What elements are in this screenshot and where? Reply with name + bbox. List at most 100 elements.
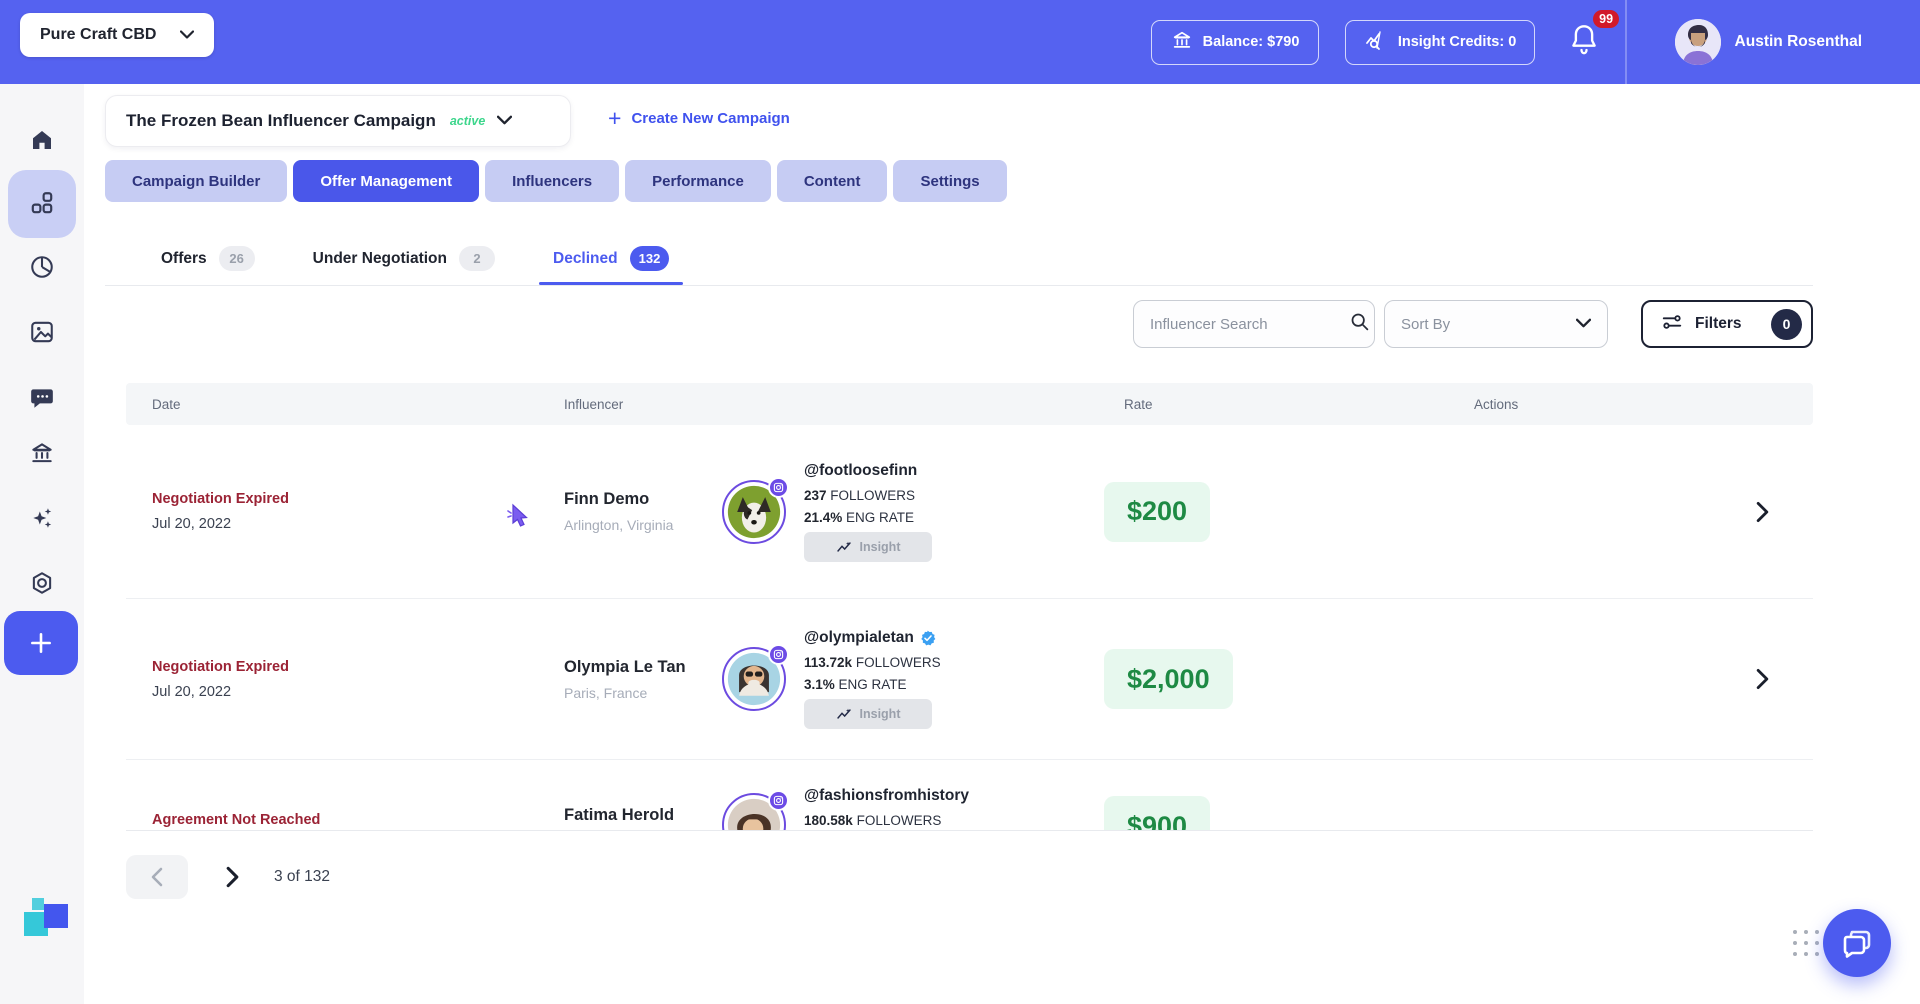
table-rows: Negotiation Expired Jul 20, 2022 Finn De… <box>126 425 1813 831</box>
offer-subtabs: Offers 26 Under Negotiation 2 Declined 1… <box>105 230 1813 286</box>
influencer-name: Olympia Le Tan <box>564 657 686 676</box>
eng-rate-label: ENG RATE <box>846 509 915 525</box>
tab-offer-management[interactable]: Offer Management <box>293 160 480 202</box>
pagination-next-button[interactable] <box>212 855 252 899</box>
create-new-campaign-button[interactable]: + Create New Campaign <box>608 105 790 131</box>
rate-cell: $2,000 <box>1098 649 1448 709</box>
followers-label: FOLLOWERS <box>830 487 916 503</box>
sidebar-item-media[interactable] <box>22 312 62 352</box>
pagination: 3 of 132 <box>126 855 330 899</box>
insight-button-label: Insight <box>859 539 901 554</box>
instagram-icon <box>768 476 789 498</box>
date-cell: Negotiation Expired Jul 20, 2022 <box>126 659 538 700</box>
sidebar <box>0 84 84 1004</box>
tab-performance[interactable]: Performance <box>625 160 771 202</box>
home-icon <box>33 131 51 149</box>
row-chevron-icon[interactable] <box>1756 501 1769 523</box>
tab-influencers[interactable]: Influencers <box>485 160 620 202</box>
followers-count: 180.58k <box>804 813 853 828</box>
instagram-icon <box>768 644 789 665</box>
drag-handle-dots[interactable] <box>1793 930 1819 956</box>
search-input[interactable] <box>1150 315 1349 333</box>
tab-campaign-builder[interactable]: Campaign Builder <box>105 160 288 202</box>
insight-sparkline-icon <box>836 708 851 719</box>
pagination-prev-button[interactable] <box>126 855 188 899</box>
plus-icon <box>31 633 51 653</box>
subtab-declined-count: 132 <box>629 246 670 271</box>
influencer-name: Fatima Herold <box>564 806 675 824</box>
chevron-left-icon <box>151 867 163 887</box>
avatar <box>722 644 789 711</box>
insight-credits-button[interactable]: Insight Credits: 0 <box>1345 19 1536 65</box>
offers-table: Date Influencer Rate Actions Negotiation… <box>126 383 1813 831</box>
influencer-search <box>1133 300 1375 348</box>
sidebar-item-ai[interactable] <box>22 498 62 538</box>
avatar <box>722 476 789 544</box>
filters-label: Filters <box>1695 315 1742 332</box>
balance-label: Balance: $790 <box>1202 34 1300 50</box>
sidebar-item-analytics[interactable] <box>22 247 62 287</box>
tab-content[interactable]: Content <box>776 160 888 202</box>
sidebar-item-campaigns[interactable] <box>22 183 62 223</box>
rate-amount: $900 <box>1104 796 1211 830</box>
dashboard-icon <box>31 192 53 214</box>
subtab-declined[interactable]: Declined 132 <box>538 230 684 285</box>
logo-square-teal-small <box>32 898 44 910</box>
subtab-declined-label: Declined <box>553 249 618 267</box>
actions-cell <box>1448 501 1813 523</box>
subtab-offers[interactable]: Offers 26 <box>161 230 255 285</box>
chevron-right-icon <box>226 866 238 888</box>
sidebar-active-highlight <box>8 170 76 238</box>
chevron-down-icon <box>180 26 195 44</box>
table-row[interactable]: Agreement Not Reached Fatima Herold <box>126 760 1813 830</box>
rate-amount: $200 <box>1104 481 1211 542</box>
engagement-stat: 3.1% ENG RATE <box>804 677 941 692</box>
insight-button[interactable]: Insight <box>804 699 932 729</box>
sidebar-item-home[interactable] <box>22 120 62 160</box>
notification-count-badge: 99 <box>1593 10 1620 28</box>
column-actions: Actions <box>1474 396 1519 412</box>
influencer-cell: Olympia Le Tan Paris, France @olymp <box>538 629 1098 729</box>
table-row[interactable]: Negotiation Expired Jul 20, 2022 Olympia… <box>126 599 1813 760</box>
bank-icon <box>32 443 52 463</box>
table-header: Date Influencer Rate Actions <box>126 383 1813 425</box>
verified-badge-icon <box>921 630 936 646</box>
user-avatar[interactable] <box>1674 19 1721 65</box>
eng-rate-value: 21.4% <box>804 509 843 525</box>
topbar: Pure Craft CBD Balance: $790 Insight Cre… <box>0 0 1920 84</box>
offer-status: Negotiation Expired <box>152 658 289 675</box>
bank-icon <box>1171 29 1193 55</box>
create-button[interactable] <box>4 611 78 675</box>
offer-date: Jul 20, 2022 <box>152 516 232 532</box>
balance-button[interactable]: Balance: $790 <box>1151 19 1320 65</box>
chat-widget-button[interactable] <box>1823 909 1891 977</box>
insight-sparkline-icon <box>836 541 851 552</box>
subtab-under-negotiation[interactable]: Under Negotiation 2 <box>313 230 495 285</box>
chevron-down-icon <box>1575 315 1592 333</box>
plus-icon: + <box>608 105 622 131</box>
filters-button[interactable]: Filters 0 <box>1641 300 1813 348</box>
followers-count: 237 <box>804 487 827 503</box>
org-selector[interactable]: Pure Craft CBD <box>20 13 215 57</box>
column-date: Date <box>152 396 181 412</box>
column-influencer: Influencer <box>564 396 624 412</box>
influencer-handle: @fashionsfromhistory <box>804 787 969 804</box>
sidebar-item-messages[interactable] <box>22 378 62 418</box>
logo-square-indigo <box>44 904 68 928</box>
search-icon[interactable] <box>1349 311 1370 337</box>
sort-by-label: Sort By <box>1401 315 1451 333</box>
campaign-selector[interactable]: The Frozen Bean Influencer Campaign acti… <box>105 95 571 147</box>
subtab-under-negotiation-count: 2 <box>459 246 495 271</box>
sort-by-dropdown[interactable]: Sort By <box>1384 300 1608 348</box>
influencer-handle: @footloosefinn <box>804 461 918 479</box>
insight-button[interactable]: Insight <box>804 531 932 562</box>
followers-stat: 237 FOLLOWERS <box>804 488 932 503</box>
sidebar-item-payments[interactable] <box>22 433 62 473</box>
table-row[interactable]: Negotiation Expired Jul 20, 2022 Finn De… <box>126 425 1813 599</box>
insight-button-label: Insight <box>859 707 901 721</box>
notifications-button[interactable]: 99 <box>1569 10 1620 62</box>
row-chevron-icon[interactable] <box>1756 668 1769 690</box>
sidebar-item-settings[interactable] <box>22 563 62 603</box>
tab-settings[interactable]: Settings <box>893 160 1007 202</box>
subtab-under-negotiation-label: Under Negotiation <box>312 249 447 267</box>
